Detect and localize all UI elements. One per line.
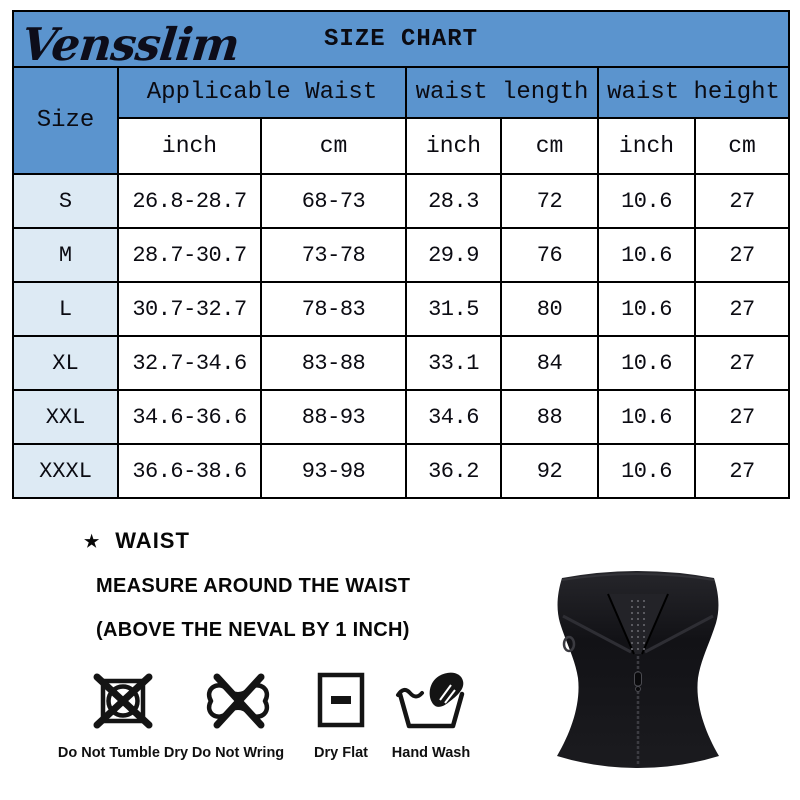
table-cell: 28.3 — [405, 173, 502, 229]
table-row: L 30.7-32.7 78-83 31.5 80 10.6 27 — [12, 281, 791, 337]
size-chart-table: SIZE CHART Size Applicable Waist waist l… — [11, 10, 791, 499]
table-cell: 26.8-28.7 — [117, 173, 262, 229]
table-cell: 10.6 — [597, 389, 696, 445]
size-label: L — [12, 281, 119, 337]
size-label: M — [12, 227, 119, 283]
care-item-do-not-wring: Do Not Wring — [184, 668, 292, 761]
column-header-waist-height: waist height — [596, 66, 791, 119]
table-cell: 33.1 — [405, 335, 502, 391]
table-cell: 27 — [693, 443, 791, 499]
table-cell: 10.6 — [597, 281, 696, 337]
table-cell: 68-73 — [260, 173, 407, 229]
care-label: Dry Flat — [314, 745, 368, 761]
table-cell: 92 — [500, 443, 599, 499]
table-cell: 73-78 — [260, 227, 407, 283]
size-label: XL — [12, 335, 119, 391]
hand-wash-icon — [393, 668, 469, 734]
table-cell: 10.6 — [597, 227, 696, 283]
table-row: S 26.8-28.7 68-73 28.3 72 10.6 27 — [12, 173, 791, 229]
table-unit-header-row: inch cm inch cm inch cm — [13, 117, 791, 175]
unit-header: inch — [405, 117, 502, 175]
table-cell: 78-83 — [260, 281, 407, 337]
dry-flat-icon — [311, 668, 371, 734]
measure-instruction-line1: MEASURE AROUND THE WAIST — [96, 575, 411, 597]
table-cell: 27 — [693, 281, 791, 337]
care-item-dry-flat: Dry Flat — [296, 668, 386, 761]
table-cell: 10.6 — [597, 173, 696, 229]
table-cell: 10.6 — [597, 335, 696, 391]
table-cell: 83-88 — [260, 335, 407, 391]
table-cell: 27 — [693, 389, 791, 445]
size-label: XXL — [12, 389, 119, 445]
table-cell: 76 — [500, 227, 599, 283]
do-not-wring-icon — [200, 668, 276, 734]
column-header-waist-length: waist length — [405, 66, 599, 119]
table-cell: 29.9 — [405, 227, 502, 283]
waist-trainer-photo — [538, 556, 740, 780]
table-row: XXL 34.6-36.6 88-93 34.6 88 10.6 27 — [12, 389, 791, 445]
table-cell: 80 — [500, 281, 599, 337]
table-cell: 28.7-30.7 — [117, 227, 262, 283]
unit-header: cm — [260, 117, 407, 175]
size-label: XXXL — [12, 443, 119, 499]
table-cell: 34.6-36.6 — [117, 389, 262, 445]
table-cell: 93-98 — [260, 443, 407, 499]
measure-instruction-line2: (ABOVE THE NEVAL BY 1 INCH) — [96, 619, 410, 641]
table-cell: 27 — [693, 335, 791, 391]
table-cell: 31.5 — [405, 281, 502, 337]
unit-header: inch — [117, 117, 262, 175]
brand-logo: Vensslim — [19, 18, 242, 71]
unit-header: inch — [597, 117, 696, 175]
table-cell: 88-93 — [260, 389, 407, 445]
table-cell: 10.6 — [597, 443, 696, 499]
table-group-header-row: Size Applicable Waist waist length waist… — [12, 66, 791, 175]
table-row: XXXL 36.6-38.6 93-98 36.2 92 10.6 27 — [12, 443, 791, 499]
star-icon: ★ — [84, 531, 101, 551]
do-not-tumble-dry-icon — [90, 668, 156, 734]
table-cell: 27 — [693, 227, 791, 283]
table-cell: 34.6 — [405, 389, 502, 445]
table-cell: 32.7-34.6 — [117, 335, 262, 391]
table-cell: 36.6-38.6 — [117, 443, 262, 499]
measuring-instructions: ★ WAIST MEASURE AROUND THE WAIST (ABOVE … — [84, 528, 410, 642]
page-title: SIZE CHART — [11, 10, 791, 68]
table-cell: 36.2 — [405, 443, 502, 499]
column-header-applicable-waist: Applicable Waist — [117, 66, 407, 119]
table-title-row: SIZE CHART — [11, 10, 791, 68]
table-cell: 27 — [693, 173, 791, 229]
unit-header: cm — [500, 117, 599, 175]
column-header-size: Size — [12, 66, 119, 175]
waist-heading: ★ WAIST — [84, 528, 410, 554]
waist-label: WAIST — [115, 528, 190, 553]
table-cell: 30.7-32.7 — [117, 281, 262, 337]
table-row: M 28.7-30.7 73-78 29.9 76 10.6 27 — [12, 227, 791, 283]
table-cell: 84 — [500, 335, 599, 391]
care-item-hand-wash: Hand Wash — [375, 668, 487, 761]
care-item-do-not-tumble-dry: Do Not Tumble Dry — [45, 668, 201, 761]
care-label: Do Not Tumble Dry — [57, 745, 189, 761]
care-label: Hand Wash — [391, 745, 471, 761]
table-cell: 88 — [500, 389, 599, 445]
table-cell: 72 — [500, 173, 599, 229]
table-row: XL 32.7-34.6 83-88 33.1 84 10.6 27 — [12, 335, 791, 391]
care-label: Do Not Wring — [191, 745, 285, 761]
size-label: S — [12, 173, 119, 229]
unit-header: cm — [693, 117, 791, 175]
